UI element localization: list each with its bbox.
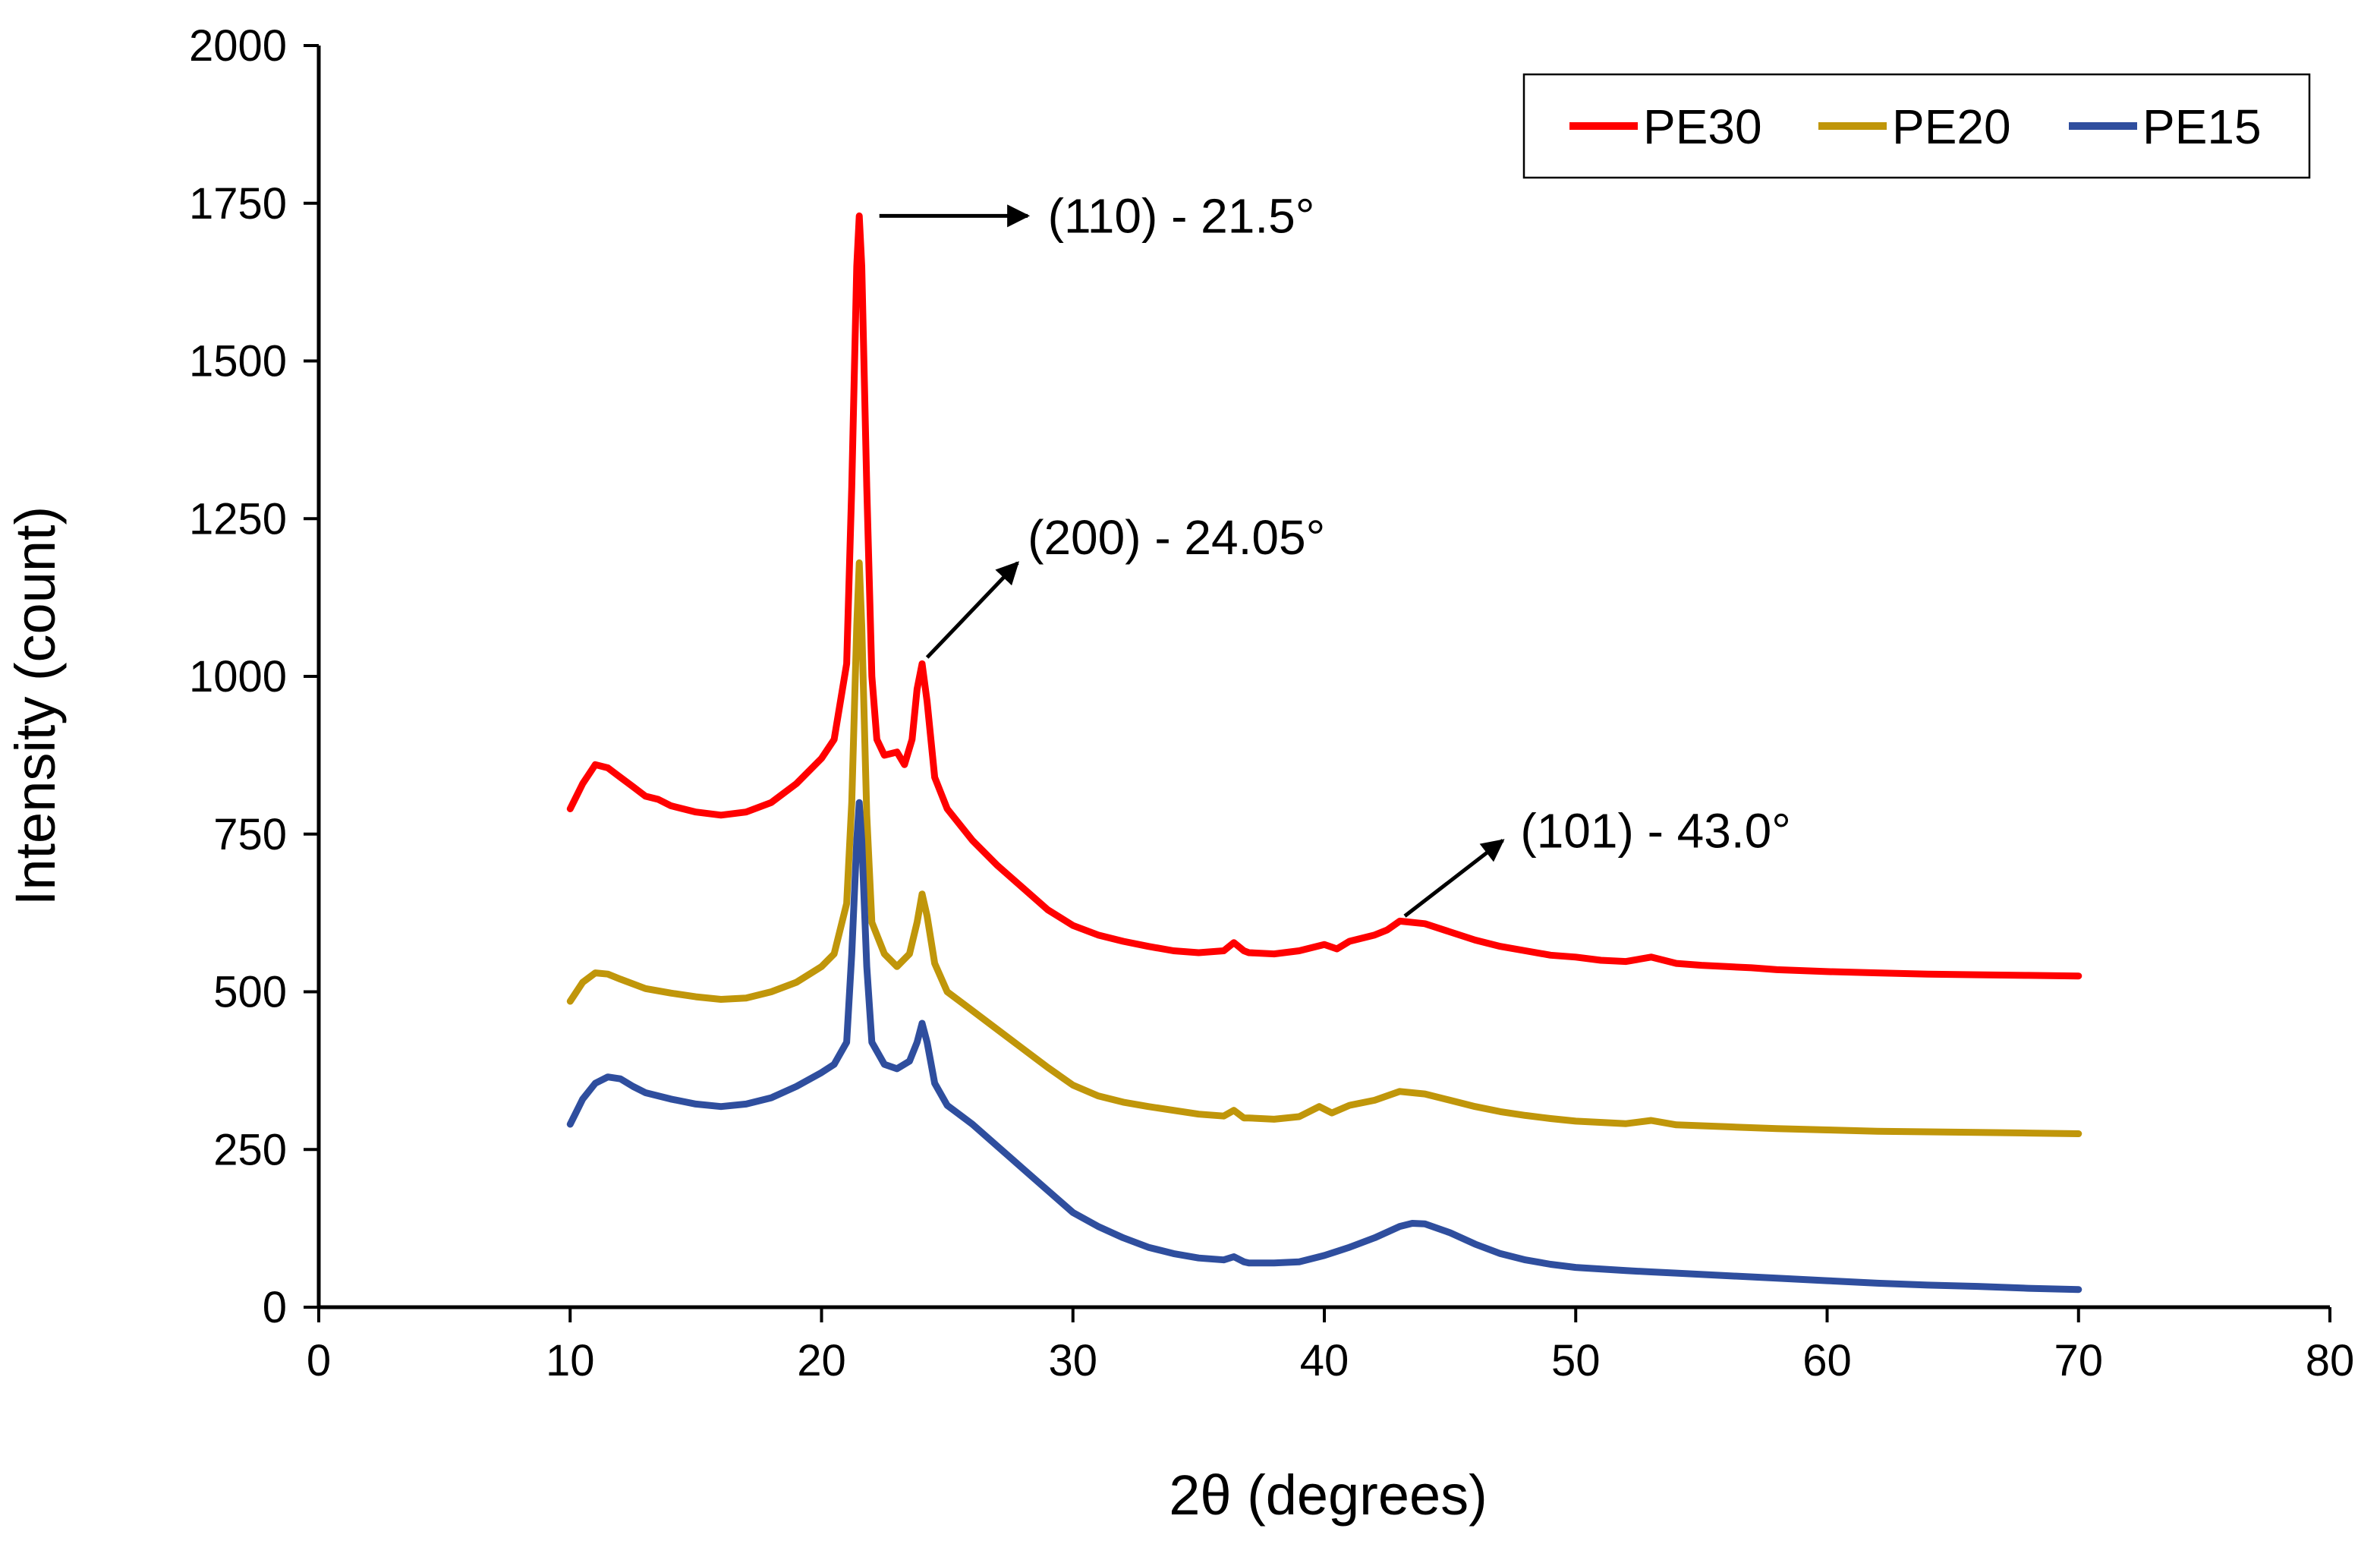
y-ticks: 0 250 500 750 1000 1250 1500 1750 2000 — [189, 21, 319, 1332]
legend-label-pe30: PE30 — [1643, 99, 1762, 154]
x-tick-label: 80 — [2306, 1336, 2355, 1385]
series-line-pe20 — [566, 559, 2082, 1137]
x-tick-label: 40 — [1300, 1336, 1349, 1385]
legend-item-pe15: PE15 — [2069, 99, 2262, 154]
legend-label-pe15: PE15 — [2142, 99, 2262, 154]
y-tick-label: 1500 — [189, 337, 287, 386]
y-tick-label: 1750 — [189, 179, 287, 228]
legend: PE30 PE20 PE15 — [1522, 73, 2311, 179]
annotation-arrow — [925, 561, 1019, 659]
x-tick-label: 20 — [797, 1336, 846, 1385]
x-tick-label: 10 — [546, 1336, 595, 1385]
y-axis-title: Intensity (count) — [4, 506, 67, 906]
annotation-label: (200) - 24.05° — [1028, 510, 1325, 565]
x-tick-label: 0 — [307, 1336, 331, 1385]
legend-label-pe20: PE20 — [1892, 99, 2011, 154]
series-layer — [566, 212, 2082, 1294]
x-tick-label: 50 — [1551, 1336, 1601, 1385]
legend-item-pe20: PE20 — [1818, 99, 2011, 154]
x-axis-title: 2θ (degrees) — [1169, 1464, 1488, 1527]
annotations: (110) - 21.5° (200) - 24.05° (101) - 43.0° — [879, 188, 1791, 918]
x-tick-label: 30 — [1048, 1336, 1097, 1385]
series-line-pe30 — [566, 212, 2082, 980]
x-tick-label: 70 — [2054, 1336, 2103, 1385]
annotation-label: (110) - 21.5° — [1048, 188, 1315, 243]
legend-box — [1522, 73, 2311, 179]
y-tick-label: 500 — [213, 968, 287, 1017]
x-tick-label: 60 — [1802, 1336, 1852, 1385]
x-ticks: 0 10 20 30 40 50 60 70 80 — [307, 1307, 2354, 1385]
y-tick-label: 1250 — [189, 494, 287, 544]
y-tick-label: 750 — [213, 810, 287, 859]
annotation-arrow — [1403, 839, 1505, 918]
y-tick-label: 2000 — [189, 21, 287, 71]
legend-item-pe30: PE30 — [1569, 99, 1762, 154]
y-tick-label: 250 — [213, 1125, 287, 1174]
axes — [316, 46, 2330, 1309]
series-line-pe15 — [566, 799, 2082, 1294]
y-tick-label: 0 — [263, 1283, 287, 1332]
y-tick-label: 1000 — [189, 652, 287, 701]
annotation-label: (101) - 43.0° — [1520, 804, 1790, 859]
